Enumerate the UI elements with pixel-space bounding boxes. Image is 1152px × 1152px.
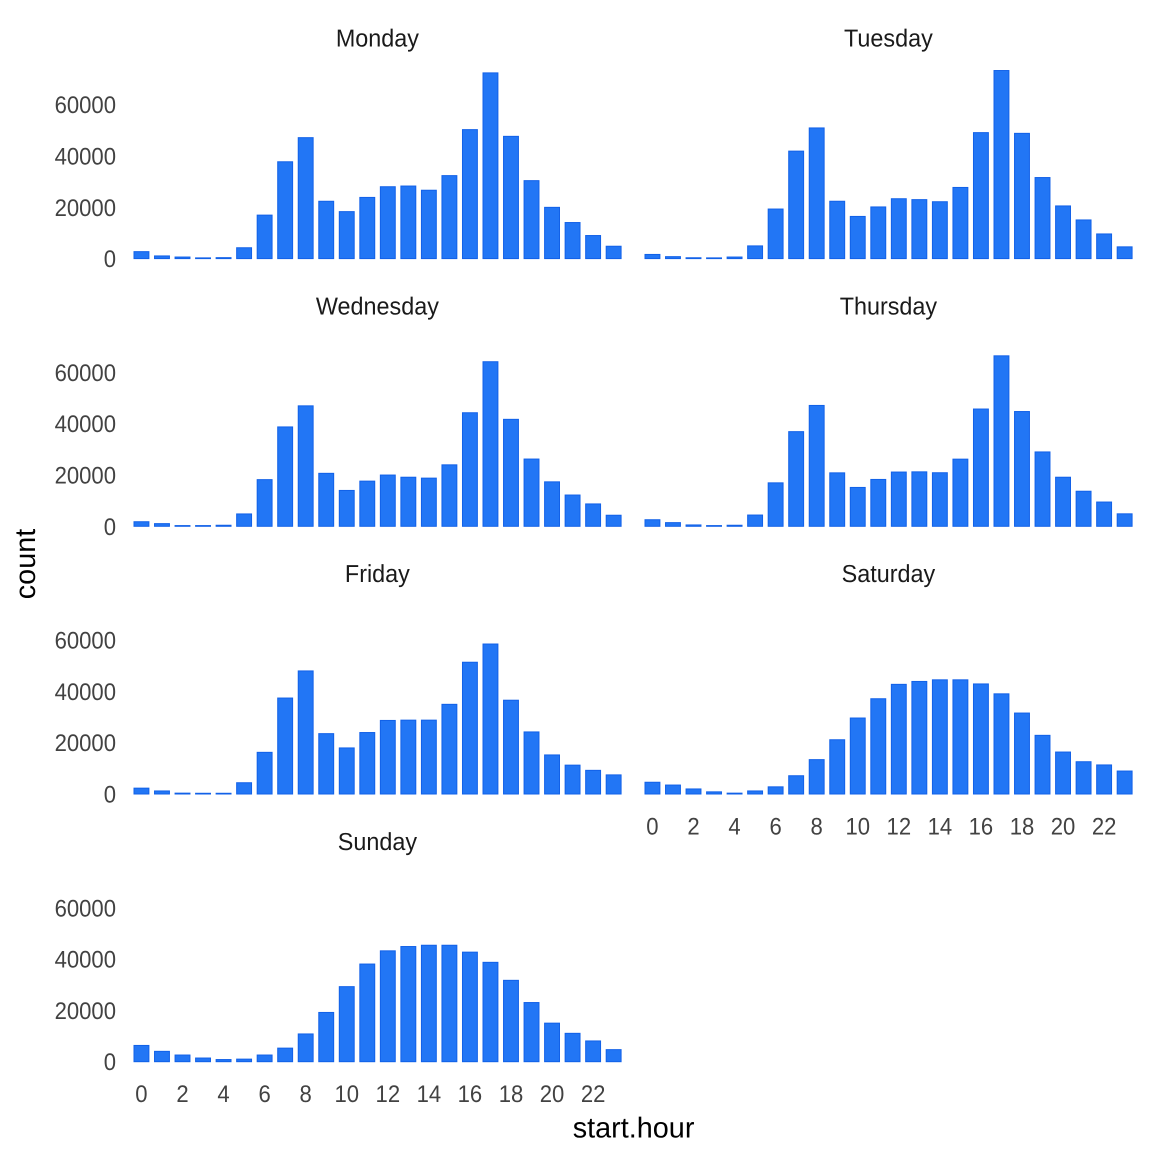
svg-text:18: 18 [499, 1081, 524, 1108]
svg-text:20000: 20000 [55, 463, 116, 490]
svg-text:40000: 40000 [55, 144, 116, 171]
svg-text:22: 22 [1092, 813, 1117, 840]
svg-text:6: 6 [769, 813, 781, 840]
svg-text:2: 2 [687, 813, 699, 840]
svg-text:60000: 60000 [55, 895, 116, 922]
svg-text:Wednesday: Wednesday [316, 293, 440, 320]
svg-text:20: 20 [540, 1081, 565, 1108]
svg-text:0: 0 [646, 813, 658, 840]
svg-text:Monday: Monday [336, 26, 420, 53]
svg-text:12: 12 [887, 813, 912, 840]
svg-text:60000: 60000 [55, 360, 116, 387]
svg-text:6: 6 [258, 1081, 270, 1108]
svg-text:10: 10 [334, 1081, 359, 1108]
svg-text:60000: 60000 [55, 92, 116, 119]
svg-text:0: 0 [135, 1081, 147, 1108]
svg-text:2: 2 [176, 1081, 188, 1108]
svg-text:Friday: Friday [345, 561, 411, 588]
svg-text:22: 22 [581, 1081, 606, 1108]
svg-text:4: 4 [217, 1081, 229, 1108]
svg-text:20000: 20000 [55, 730, 116, 757]
svg-text:start.hour: start.hour [573, 1112, 695, 1144]
svg-text:14: 14 [928, 813, 953, 840]
svg-text:16: 16 [969, 813, 994, 840]
svg-text:0: 0 [104, 514, 116, 541]
svg-text:10: 10 [845, 813, 870, 840]
svg-text:20000: 20000 [55, 195, 116, 222]
svg-text:60000: 60000 [55, 628, 116, 655]
svg-text:count: count [10, 529, 42, 599]
svg-text:14: 14 [417, 1081, 442, 1108]
svg-text:4: 4 [728, 813, 740, 840]
svg-text:20000: 20000 [55, 998, 116, 1025]
svg-text:0: 0 [104, 782, 116, 809]
svg-text:Thursday: Thursday [840, 293, 938, 320]
svg-text:8: 8 [811, 813, 823, 840]
svg-text:Sunday: Sunday [338, 829, 418, 856]
svg-text:Tuesday: Tuesday [844, 26, 933, 53]
svg-text:20: 20 [1051, 813, 1076, 840]
svg-text:40000: 40000 [55, 947, 116, 974]
svg-text:40000: 40000 [55, 411, 116, 438]
svg-text:0: 0 [104, 1049, 116, 1076]
svg-text:16: 16 [458, 1081, 483, 1108]
svg-text:12: 12 [376, 1081, 401, 1108]
svg-text:40000: 40000 [55, 679, 116, 706]
svg-text:Saturday: Saturday [842, 561, 936, 588]
svg-text:8: 8 [300, 1081, 312, 1108]
svg-text:18: 18 [1010, 813, 1035, 840]
svg-text:0: 0 [104, 246, 116, 273]
